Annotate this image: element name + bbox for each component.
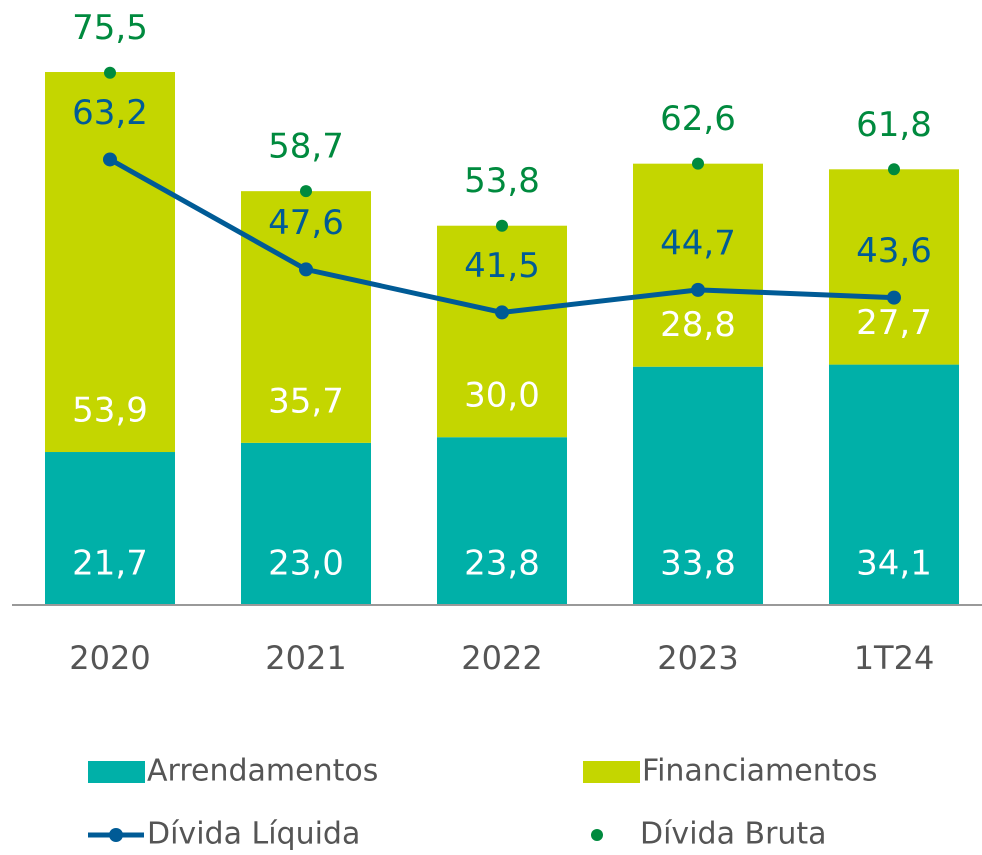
line-point xyxy=(691,282,705,297)
line-point xyxy=(103,152,117,167)
value-label: 47,6 xyxy=(268,203,344,243)
value-label: 28,8 xyxy=(660,305,736,345)
x-tick-label: 2022 xyxy=(461,639,542,677)
value-label: 30,0 xyxy=(464,376,540,416)
value-label: 23,0 xyxy=(268,544,344,584)
bar-segment xyxy=(829,364,959,605)
legend-swatch xyxy=(109,828,123,842)
value-label: 33,8 xyxy=(660,544,736,584)
value-label: 53,9 xyxy=(72,391,148,431)
legend-label: Financiamentos xyxy=(642,754,877,789)
value-label: 23,8 xyxy=(464,544,540,584)
dot xyxy=(496,219,508,232)
x-tick-label: 2023 xyxy=(657,639,738,677)
value-label: 27,7 xyxy=(856,303,932,343)
x-tick-label: 2020 xyxy=(69,639,150,677)
bar-segment xyxy=(633,163,763,367)
legend-label: Dívida Bruta xyxy=(640,817,827,852)
value-label: 75,5 xyxy=(72,8,148,48)
bar-segment xyxy=(437,437,567,605)
legend-label: Dívida Líquida xyxy=(147,817,360,852)
bar-segment xyxy=(633,366,763,605)
bar-segment xyxy=(241,442,371,605)
value-label: 41,5 xyxy=(464,246,540,286)
value-label: 61,8 xyxy=(856,105,932,145)
dot xyxy=(300,185,312,198)
value-label: 43,6 xyxy=(856,231,932,271)
legend-swatch xyxy=(591,829,603,841)
dot xyxy=(888,163,900,176)
legend-label: Arrendamentos xyxy=(147,754,378,789)
bar-segment xyxy=(241,191,371,443)
value-label: 35,7 xyxy=(268,381,344,421)
value-label: 62,6 xyxy=(660,99,736,139)
x-tick-label: 2021 xyxy=(265,639,346,677)
line-point xyxy=(495,305,509,320)
bar-segment xyxy=(829,169,959,365)
value-label: 21,7 xyxy=(72,544,148,584)
bar-segment xyxy=(45,72,175,453)
line-point xyxy=(887,290,901,305)
value-label: 58,7 xyxy=(268,127,344,167)
dot xyxy=(692,157,704,170)
legend-swatch xyxy=(583,761,640,783)
value-label: 34,1 xyxy=(856,544,932,584)
value-label: 53,8 xyxy=(464,161,540,201)
x-tick-label: 1T24 xyxy=(854,639,935,677)
legend-swatch xyxy=(88,761,145,783)
bar-segment xyxy=(437,225,567,438)
dot xyxy=(104,66,116,79)
line-point xyxy=(299,262,313,277)
bar-segment xyxy=(45,452,175,605)
value-label: 63,2 xyxy=(72,93,148,133)
value-label: 44,7 xyxy=(660,223,736,263)
